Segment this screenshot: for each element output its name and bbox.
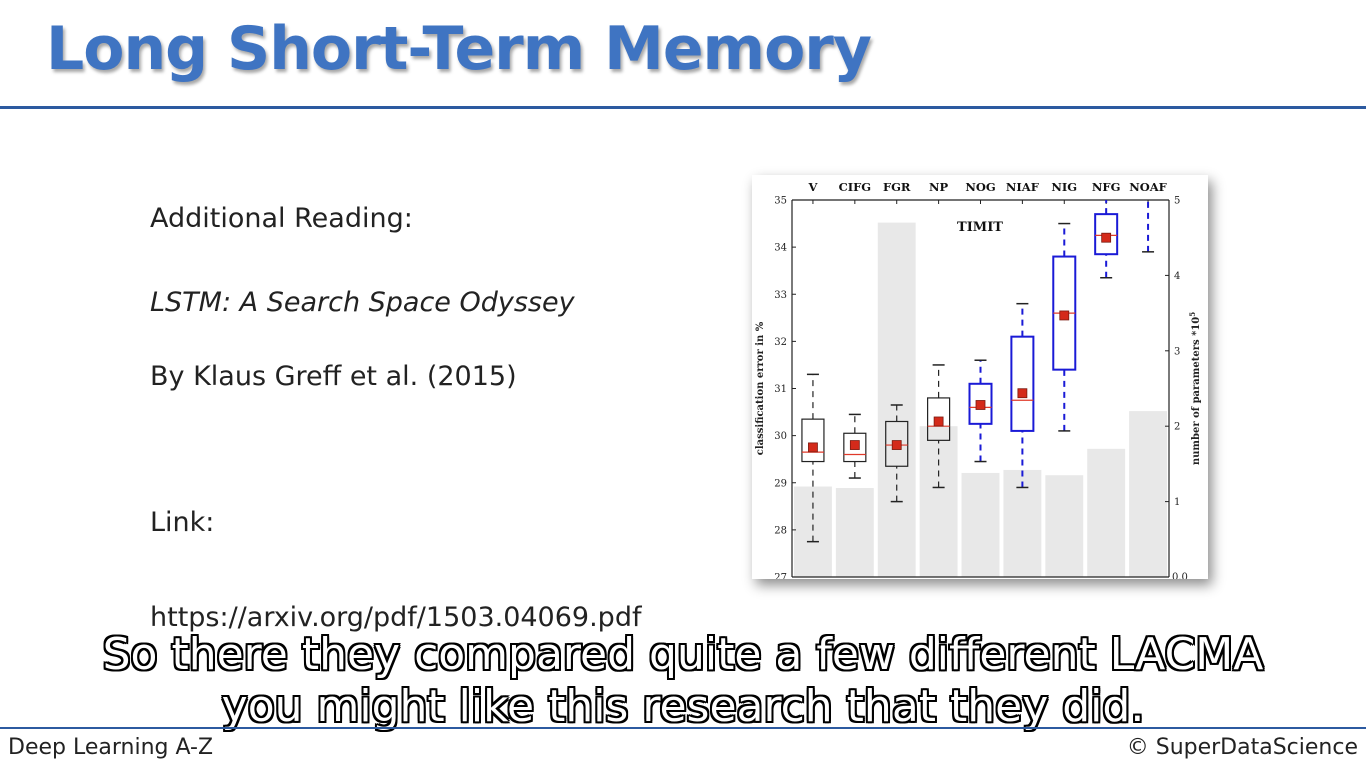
y-tick-label: 33 (774, 290, 787, 301)
category-label-nog: NOG (965, 180, 995, 194)
mean-marker-nfg (1101, 232, 1112, 243)
footer-copyright: © SuperDataScience (1126, 735, 1358, 760)
box-np (927, 397, 951, 441)
mean-marker-nig (1059, 310, 1070, 321)
parameter-bar-nog (961, 472, 1000, 577)
y-tick-label: 35 (774, 196, 787, 207)
y-tick-label: 30 (774, 431, 787, 442)
y2-tick-label: 4 (1174, 271, 1180, 282)
category-label-noaf: NOAF (1129, 180, 1167, 194)
y-tick-label: 31 (774, 384, 787, 395)
paper-title: LSTM: A Search Space Odyssey (150, 287, 575, 318)
parameter-bars (794, 222, 1167, 577)
box-fgr (885, 420, 909, 467)
y2-tick-label: 3 (1174, 346, 1180, 357)
y2-tick-label: 5 (1174, 196, 1180, 207)
reading-heading: Additional Reading: (150, 203, 413, 234)
y-tick-label: 29 (774, 478, 787, 489)
y-tick-label: 34 (774, 243, 787, 254)
y2-axis-title: number of parameters *105 (1188, 312, 1202, 465)
category-label-v: V (807, 180, 818, 194)
parameter-bar-v (794, 486, 832, 577)
category-label-nig: NIG (1051, 180, 1077, 194)
parameter-bar-nig (1045, 475, 1084, 577)
boxes-clipped (801, 200, 1155, 543)
parameter-bar-noaf (1129, 411, 1167, 577)
mean-marker-fgr (891, 440, 902, 450)
paper-authors: By Klaus Greff et al. (2015) (150, 361, 517, 392)
box-nfg (1094, 213, 1119, 256)
category-label-cifg: CIFG (839, 180, 872, 194)
subtitle-line-1: So there they compared quite a few diffe… (102, 629, 1264, 680)
y-axis-title: classification error in % (755, 321, 766, 455)
boxplot-figure: 27 28 29 30 31 32 33 34 35 1 2 3 4 5 0.0 V CIFG FGR NP NOG N… (752, 175, 1208, 579)
footer-divider (0, 727, 1366, 729)
box-nog (968, 382, 993, 425)
box-cifg (843, 432, 867, 463)
subtitle-line-2: you might like this research that they d… (221, 681, 1145, 732)
mean-marker-niaf (1017, 388, 1028, 399)
mean-marker-v (808, 442, 818, 453)
parameter-bar-cifg (835, 488, 874, 577)
mean-marker-nog (975, 400, 986, 410)
box-niaf (1010, 335, 1035, 432)
footer-course: Deep Learning A-Z (8, 735, 214, 760)
category-label-nfg: NFG (1092, 180, 1121, 194)
y-tick-label: 28 (774, 525, 787, 536)
category-label-np: NP (929, 180, 949, 194)
box-v (801, 418, 825, 463)
mean-marker-cifg (849, 440, 860, 450)
error-boxes (801, 200, 1155, 543)
link-label: Link: (150, 507, 215, 538)
parameter-bar-nfg (1087, 448, 1126, 577)
slide-title: Long Short-Term Memory (46, 14, 872, 84)
category-label-fgr: FGR (883, 180, 911, 194)
parameter-bar-fgr (877, 222, 916, 577)
y2-tick-label-bottom: 0.0 (1172, 572, 1188, 579)
category-label-niaf: NIAF (1006, 180, 1040, 194)
y2-tick-label: 1 (1174, 497, 1180, 508)
y2-axis-title-exponent: 5 (1188, 312, 1197, 317)
y-tick-label: 27 (774, 573, 787, 580)
chart-title: TIMIT (957, 220, 1003, 235)
y-tick-label: 32 (774, 337, 787, 348)
paper-link[interactable]: https://arxiv.org/pdf/1503.04069.pdf (150, 602, 642, 633)
y2-tick-label: 2 (1174, 422, 1180, 433)
mean-marker-np (933, 416, 944, 427)
title-divider (0, 106, 1366, 109)
